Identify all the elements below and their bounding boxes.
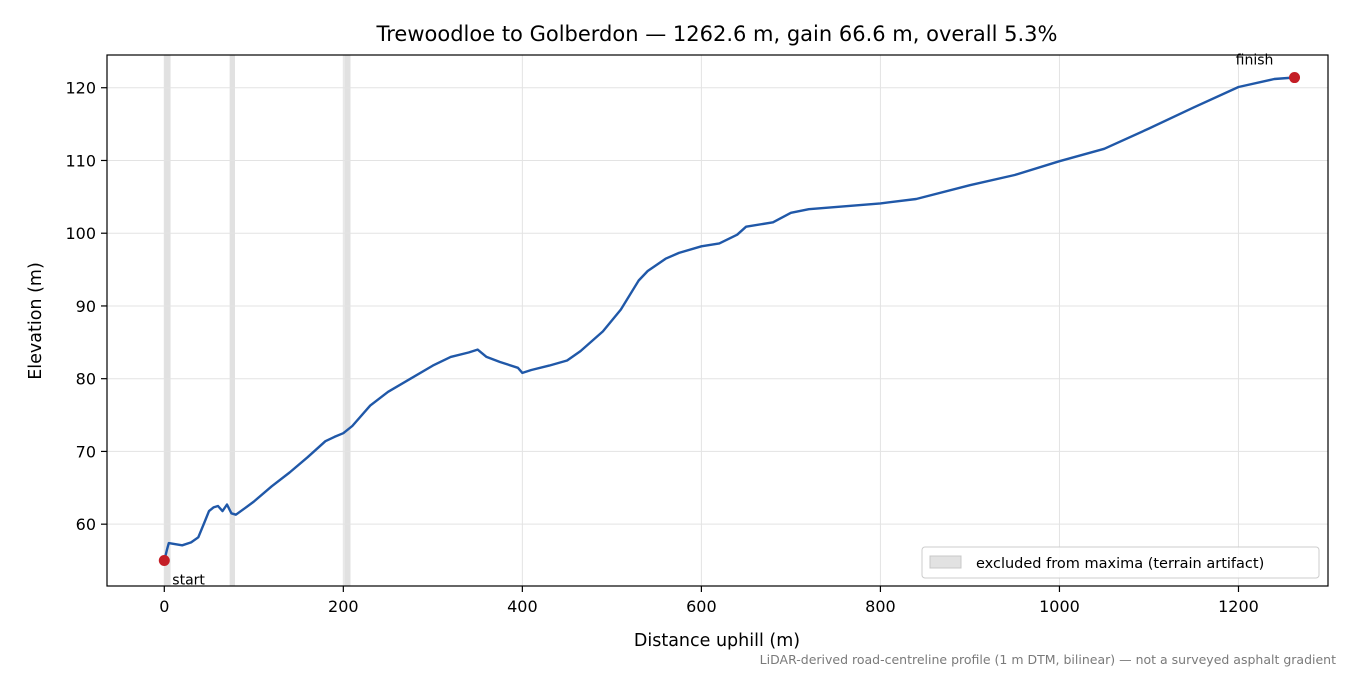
x-tick-label: 1200: [1218, 597, 1259, 616]
x-axis-label: Distance uphill (m): [634, 631, 800, 651]
x-axis-ticks: 0 200 400 600 800 1000 1200: [159, 586, 1259, 616]
chart-title: Trewoodloe to Golberdon — 1262.6 m, gain…: [376, 22, 1058, 46]
excluded-band-3: [344, 55, 351, 586]
y-tick-label: 80: [76, 370, 96, 389]
excluded-band-1: [164, 55, 171, 586]
y-tick-label: 120: [65, 79, 96, 98]
x-tick-label: 600: [686, 597, 717, 616]
excluded-bands: [164, 55, 351, 586]
x-tick-label: 400: [507, 597, 538, 616]
legend-box: [921, 546, 1320, 579]
y-axis-ticks: 60 70 80 90 100 110 120: [65, 79, 107, 534]
grid-lines: [107, 55, 1328, 586]
legend: excluded from maxima (terrain artifact): [921, 546, 1320, 579]
finish-marker: [1289, 72, 1301, 84]
footnote: LiDAR-derived road-centreline profile (1…: [760, 652, 1336, 667]
legend-swatch: [929, 555, 962, 569]
x-tick-label: 0: [159, 597, 169, 616]
finish-label: finish: [1236, 53, 1274, 69]
x-tick-label: 1000: [1039, 597, 1080, 616]
y-tick-label: 60: [76, 515, 96, 534]
y-tick-label: 110: [65, 151, 96, 170]
start-marker: [158, 555, 170, 567]
start-label: start: [172, 573, 205, 589]
y-tick-label: 70: [76, 442, 96, 461]
endpoint-markers: [158, 72, 1301, 567]
x-tick-label: 200: [328, 597, 359, 616]
y-axis-label: Elevation (m): [26, 262, 46, 380]
x-tick-label: 800: [865, 597, 896, 616]
legend-label: excluded from maxima (terrain artifact): [976, 556, 1264, 572]
plot-frame: [106, 54, 1329, 587]
y-tick-label: 100: [65, 224, 96, 243]
y-tick-label: 90: [76, 297, 96, 316]
excluded-band-2: [229, 55, 236, 586]
elevation-line: [163, 76, 1295, 561]
